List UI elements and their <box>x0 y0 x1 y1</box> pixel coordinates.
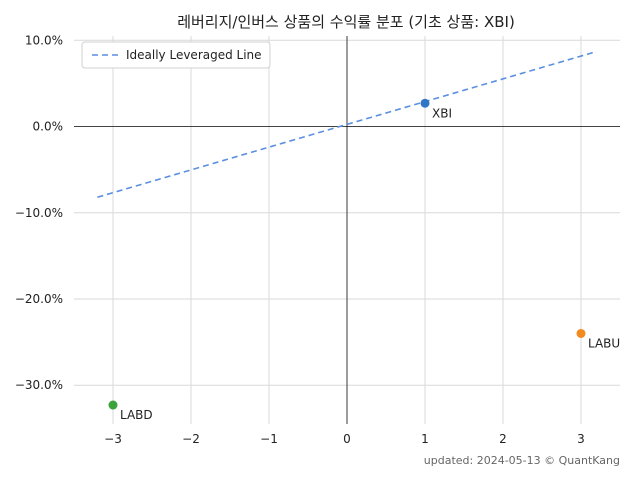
y-tick-label: −10.0% <box>15 206 63 220</box>
chart-title: 레버리지/인버스 상품의 수익률 분포 (기초 상품: XBI) <box>177 13 515 31</box>
axes <box>74 36 620 424</box>
point-label-xbi: XBI <box>432 106 452 120</box>
footer-note: updated: 2024-05-13 © QuantKang <box>424 454 620 467</box>
legend: Ideally Leveraged Line <box>81 41 271 69</box>
y-tick-label: 0.0% <box>33 120 64 134</box>
x-tick-label: 1 <box>421 432 429 446</box>
legend-box <box>81 41 271 69</box>
y-tick-label: −20.0% <box>15 292 63 306</box>
tick-labels: −3 −2 −1 0 1 2 3 10.0% 0.0% −10.0% −20.0% −30.0% <box>15 33 585 446</box>
x-tick-label: 2 <box>499 432 507 446</box>
ideal-leveraged-line <box>97 50 597 199</box>
point-label-labd: LABD <box>120 408 153 422</box>
point-label-labu: LABU <box>588 336 620 350</box>
legend-label: Ideally Leveraged Line <box>126 48 262 62</box>
x-tick-label: −3 <box>104 432 122 446</box>
x-tick-label: 0 <box>343 432 351 446</box>
y-tick-label: 10.0% <box>25 33 63 47</box>
y-tick-label: −30.0% <box>15 378 63 392</box>
series: XBI LABU LABD <box>97 50 620 422</box>
x-tick-label: −2 <box>182 432 200 446</box>
x-tick-label: −1 <box>260 432 278 446</box>
point-labd <box>108 400 118 410</box>
point-xbi <box>420 98 430 108</box>
x-tick-label: 3 <box>577 432 585 446</box>
point-labu <box>576 328 586 338</box>
